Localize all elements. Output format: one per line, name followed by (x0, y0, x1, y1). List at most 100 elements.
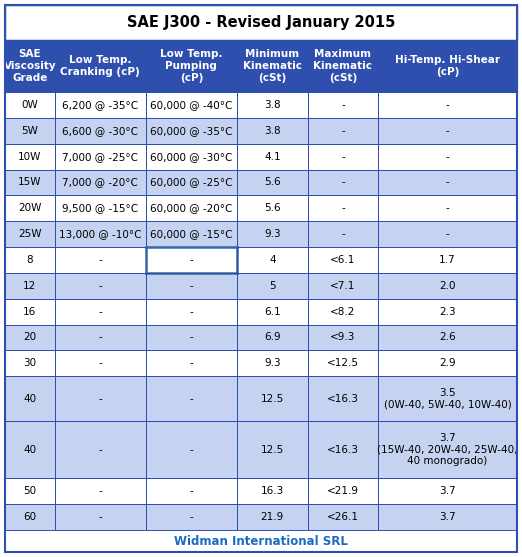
Text: 60,000 @ -40°C: 60,000 @ -40°C (150, 100, 233, 110)
Bar (378, 40, 517, 92)
Text: -: - (446, 152, 449, 162)
Bar (237, 422, 307, 478)
Bar (378, 92, 517, 118)
Bar (378, 504, 517, 530)
Text: -: - (189, 358, 193, 368)
Text: -: - (98, 255, 102, 265)
Text: Minimum
Kinematic
(cSt): Minimum Kinematic (cSt) (243, 50, 302, 82)
Bar (237, 325, 307, 350)
Bar (378, 196, 517, 221)
Bar (378, 325, 517, 350)
Bar (307, 169, 378, 196)
Text: -: - (98, 281, 102, 291)
Bar (5, 325, 55, 350)
Bar (5, 92, 55, 118)
Text: 60,000 @ -15°C: 60,000 @ -15°C (150, 229, 233, 239)
Text: 6.1: 6.1 (264, 307, 281, 316)
Text: -: - (341, 203, 345, 213)
Text: -: - (98, 307, 102, 316)
Text: <12.5: <12.5 (327, 358, 359, 368)
Bar (378, 478, 517, 504)
Bar (55, 504, 146, 530)
Text: 2.3: 2.3 (440, 307, 456, 316)
Bar (307, 422, 378, 478)
Bar (378, 144, 517, 169)
Text: <6.1: <6.1 (330, 255, 355, 265)
Bar (146, 376, 237, 422)
Text: -: - (98, 445, 102, 455)
Bar (5, 221, 55, 247)
Text: -: - (341, 126, 345, 136)
Bar (5, 273, 55, 299)
Text: <7.1: <7.1 (330, 281, 355, 291)
Text: 7,000 @ -25°C: 7,000 @ -25°C (62, 152, 138, 162)
Text: -: - (189, 307, 193, 316)
Text: 9.3: 9.3 (264, 358, 281, 368)
Text: -: - (189, 394, 193, 404)
Bar (55, 350, 146, 376)
Bar (378, 350, 517, 376)
Text: -: - (98, 333, 102, 343)
Bar (55, 376, 146, 422)
Bar (146, 144, 237, 169)
Bar (307, 299, 378, 325)
Text: SAE J300 - Revised January 2015: SAE J300 - Revised January 2015 (127, 15, 395, 30)
Text: -: - (189, 281, 193, 291)
Text: 60,000 @ -20°C: 60,000 @ -20°C (150, 203, 233, 213)
Bar (55, 92, 146, 118)
Bar (5, 247, 55, 273)
Text: -: - (446, 203, 449, 213)
Text: <16.3: <16.3 (327, 394, 359, 404)
Bar (237, 299, 307, 325)
Text: 3.5
(0W-40, 5W-40, 10W-40): 3.5 (0W-40, 5W-40, 10W-40) (384, 388, 512, 409)
Bar (5, 169, 55, 196)
Bar (55, 325, 146, 350)
Bar (5, 478, 55, 504)
Bar (55, 221, 146, 247)
Text: 60,000 @ -30°C: 60,000 @ -30°C (150, 152, 233, 162)
Bar (55, 478, 146, 504)
Bar (5, 144, 55, 169)
Text: 16.3: 16.3 (260, 486, 284, 496)
Text: <21.9: <21.9 (327, 486, 359, 496)
Bar (237, 196, 307, 221)
Text: -: - (446, 126, 449, 136)
Bar (237, 144, 307, 169)
Text: 15W: 15W (18, 178, 42, 188)
Bar (307, 273, 378, 299)
Text: 3.7: 3.7 (440, 512, 456, 522)
Text: -: - (446, 178, 449, 188)
Text: -: - (189, 512, 193, 522)
Bar (237, 350, 307, 376)
Bar (55, 422, 146, 478)
Text: 60: 60 (23, 512, 37, 522)
Text: -: - (341, 229, 345, 239)
Text: <9.3: <9.3 (330, 333, 355, 343)
Bar (378, 299, 517, 325)
Text: 0W: 0W (21, 100, 38, 110)
Text: 7,000 @ -20°C: 7,000 @ -20°C (62, 178, 138, 188)
Bar (378, 169, 517, 196)
Text: Widman International SRL: Widman International SRL (174, 535, 348, 548)
Bar (378, 273, 517, 299)
Text: 2.9: 2.9 (440, 358, 456, 368)
Text: 3.7: 3.7 (440, 486, 456, 496)
Bar (307, 144, 378, 169)
Text: 50: 50 (23, 486, 37, 496)
Text: 3.8: 3.8 (264, 100, 281, 110)
Bar (378, 247, 517, 273)
Bar (146, 92, 237, 118)
Text: -: - (189, 333, 193, 343)
Bar (146, 40, 237, 92)
Bar (55, 196, 146, 221)
Text: -: - (341, 100, 345, 110)
Bar (307, 196, 378, 221)
Text: 8: 8 (27, 255, 33, 265)
Bar (55, 118, 146, 144)
Bar (307, 325, 378, 350)
Bar (237, 118, 307, 144)
Bar (307, 40, 378, 92)
Text: -: - (189, 255, 193, 265)
Text: 5.6: 5.6 (264, 203, 281, 213)
Text: <16.3: <16.3 (327, 445, 359, 455)
